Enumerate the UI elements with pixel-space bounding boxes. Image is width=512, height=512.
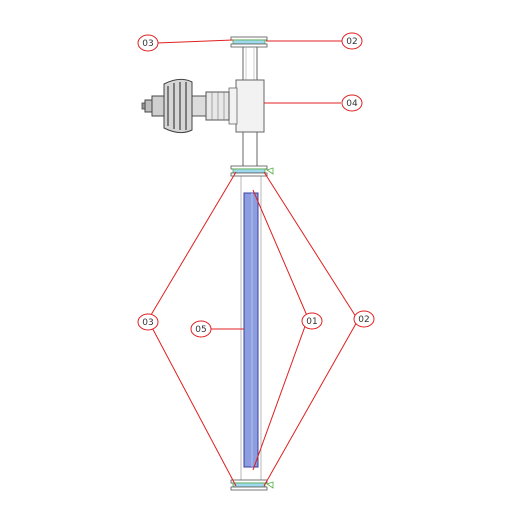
callout-inner-right: 01 bbox=[301, 312, 323, 330]
svg-text:01: 01 bbox=[306, 317, 317, 327]
callout-outer-right: 02 bbox=[353, 310, 375, 328]
svg-text:02: 02 bbox=[358, 315, 369, 325]
sight-glass-tube bbox=[240, 176, 262, 480]
svg-text:03: 03 bbox=[142, 318, 153, 328]
svg-text:03: 03 bbox=[142, 39, 153, 49]
svg-text:05: 05 bbox=[195, 325, 206, 335]
callout-top-right: 02 bbox=[341, 32, 363, 50]
top-flange bbox=[230, 36, 268, 48]
svg-text:04: 04 bbox=[346, 99, 358, 109]
callout-valve: 04 bbox=[341, 94, 363, 112]
middle-flange bbox=[230, 165, 274, 177]
actuator bbox=[141, 78, 230, 134]
callout-outer-left: 03 bbox=[137, 313, 159, 331]
callout-top-left: 03 bbox=[137, 34, 159, 52]
svg-text:02: 02 bbox=[346, 37, 357, 47]
callout-tube: 05 bbox=[190, 320, 212, 338]
valve-body bbox=[228, 79, 265, 133]
